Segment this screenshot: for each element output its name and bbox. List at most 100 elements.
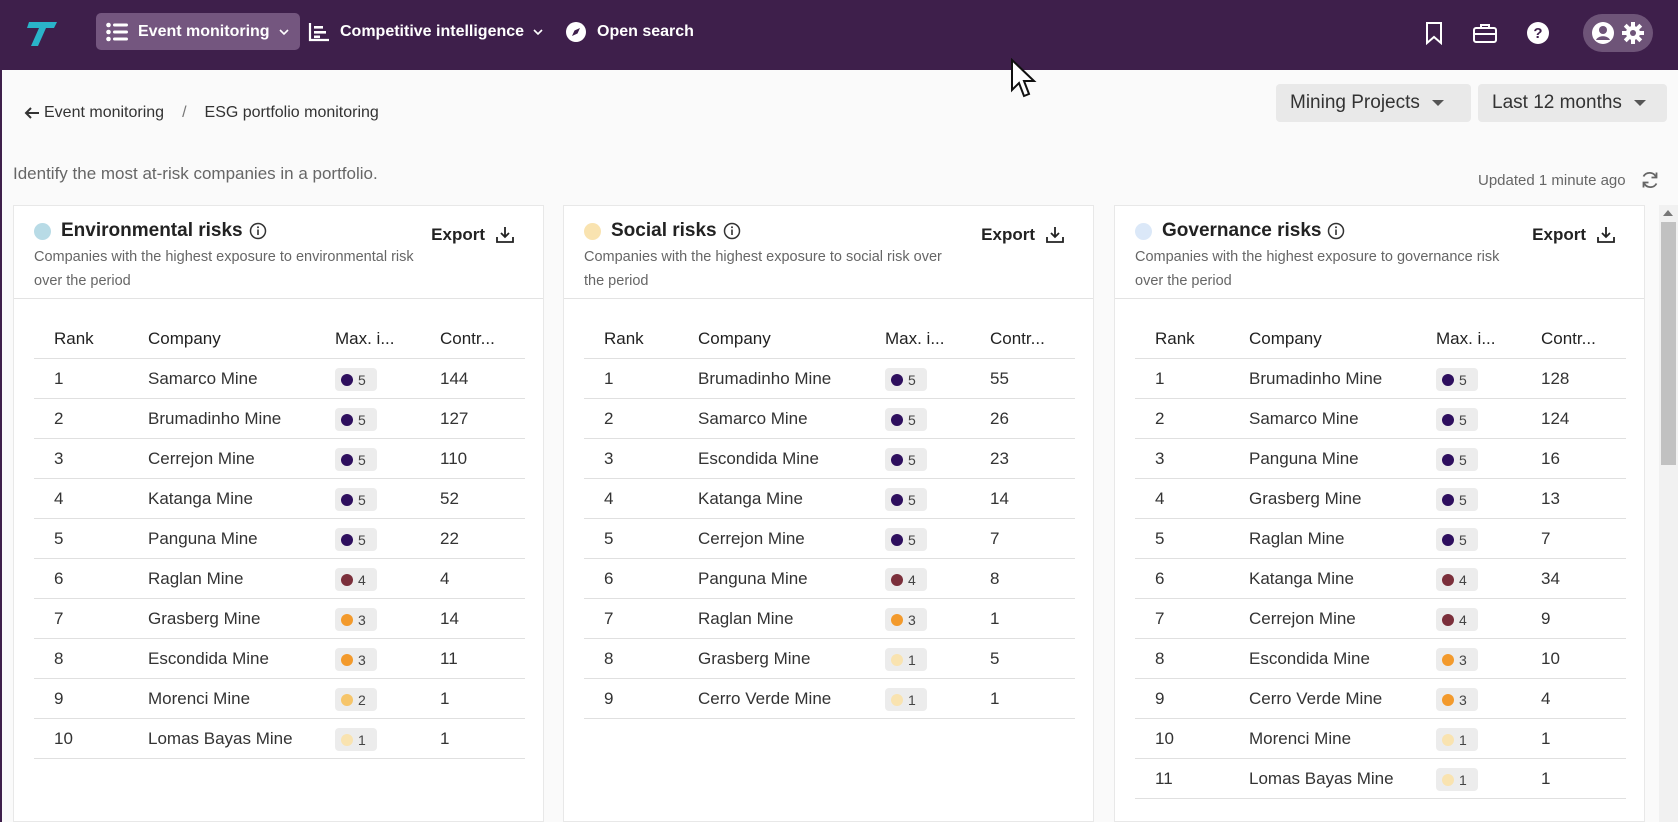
- table-row[interactable]: 4 Grasberg Mine 5 13: [1135, 479, 1626, 519]
- table-row[interactable]: 7 Raglan Mine 3 1: [584, 599, 1075, 639]
- export-button[interactable]: Export: [1532, 225, 1616, 245]
- bookmark-icon[interactable]: [1421, 20, 1447, 46]
- column-header-rank[interactable]: Rank: [54, 329, 94, 348]
- table-row[interactable]: 3 Panguna Mine 5 16: [1135, 439, 1626, 479]
- table-row[interactable]: 4 Katanga Mine 5 14: [584, 479, 1075, 519]
- info-icon[interactable]: [723, 222, 741, 240]
- severity-dot-icon: [341, 653, 353, 666]
- column-header-rank[interactable]: Rank: [604, 329, 644, 348]
- max-impact-value: 1: [1459, 771, 1467, 788]
- max-impact-value: 1: [1459, 731, 1467, 748]
- rank-cell: 4: [54, 489, 64, 508]
- table-row[interactable]: 8 Escondida Mine 3 10: [1135, 639, 1626, 679]
- table-row[interactable]: 9 Cerro Verde Mine 3 4: [1135, 679, 1626, 719]
- table-row[interactable]: 5 Cerrejon Mine 5 7: [584, 519, 1075, 559]
- scrollbar-thumb[interactable]: [1661, 222, 1676, 465]
- info-icon[interactable]: [249, 222, 267, 240]
- company-cell: Lomas Bayas Mine: [1249, 769, 1394, 788]
- max-impact-value: 5: [908, 411, 916, 428]
- max-impact-badge: 5: [1436, 448, 1478, 471]
- contributions-cell: 13: [1541, 489, 1560, 508]
- table-row[interactable]: 5 Raglan Mine 5 7: [1135, 519, 1626, 559]
- column-header-max-impact[interactable]: Max. i...: [335, 329, 395, 348]
- table-row[interactable]: 1 Samarco Mine 5 144: [34, 359, 525, 399]
- table-row[interactable]: 7 Cerrejon Mine 4 9: [1135, 599, 1626, 639]
- updated-status: Updated 1 minute ago: [1478, 170, 1660, 190]
- info-icon[interactable]: [1327, 222, 1345, 240]
- table-row[interactable]: 6 Raglan Mine 4 4: [34, 559, 525, 599]
- column-header-company[interactable]: Company: [1249, 329, 1322, 348]
- rank-cell: 3: [1155, 449, 1165, 468]
- table-row[interactable]: 3 Escondida Mine 5 23: [584, 439, 1075, 479]
- column-header-max-impact[interactable]: Max. i...: [885, 329, 945, 348]
- rank-cell: 3: [54, 449, 64, 468]
- help-icon[interactable]: ?: [1525, 20, 1551, 46]
- nav-competitive-intelligence[interactable]: Competitive intelligence: [298, 13, 554, 50]
- table-row[interactable]: 9 Cerro Verde Mine 1 1: [584, 679, 1075, 719]
- severity-dot-icon: [891, 653, 903, 666]
- table-row[interactable]: 4 Katanga Mine 5 52: [34, 479, 525, 519]
- table-row[interactable]: 8 Escondida Mine 3 11: [34, 639, 525, 679]
- table-row[interactable]: 9 Morenci Mine 2 1: [34, 679, 525, 719]
- table-row[interactable]: 2 Samarco Mine 5 26: [584, 399, 1075, 439]
- refresh-icon[interactable]: [1640, 170, 1660, 190]
- rank-cell: 5: [604, 529, 614, 548]
- user-menu[interactable]: [1583, 14, 1653, 52]
- panel-title-text: Social risks: [611, 220, 717, 241]
- column-header-contributions[interactable]: Contr...: [440, 329, 495, 348]
- max-impact-value: 2: [358, 691, 366, 708]
- company-cell: Katanga Mine: [148, 489, 253, 508]
- table-row[interactable]: 7 Grasberg Mine 3 14: [34, 599, 525, 639]
- breadcrumb-back-link[interactable]: Event monitoring: [24, 104, 164, 122]
- severity-dot-icon: [1442, 413, 1454, 426]
- table-row[interactable]: 3 Cerrejon Mine 5 110: [34, 439, 525, 479]
- table-row[interactable]: 10 Morenci Mine 1 1: [1135, 719, 1626, 759]
- max-impact-value: 3: [908, 611, 916, 628]
- max-impact-badge: 1: [1436, 728, 1478, 751]
- table-row[interactable]: 8 Grasberg Mine 1 5: [584, 639, 1075, 679]
- nav-open-search[interactable]: Open search: [555, 13, 704, 50]
- table-row[interactable]: 1 Brumadinho Mine 5 55: [584, 359, 1075, 399]
- table-row[interactable]: 2 Samarco Mine 5 124: [1135, 399, 1626, 439]
- table-row[interactable]: 6 Panguna Mine 4 8: [584, 559, 1075, 599]
- table-row[interactable]: 2 Brumadinho Mine 5 127: [34, 399, 525, 439]
- briefcase-icon[interactable]: [1472, 20, 1498, 46]
- column-header-contributions[interactable]: Contr...: [1541, 329, 1596, 348]
- column-header-rank[interactable]: Rank: [1155, 329, 1195, 348]
- contributions-cell: 4: [440, 569, 450, 588]
- table-row[interactable]: 10 Lomas Bayas Mine 1 1: [34, 719, 525, 759]
- chevron-down-icon: [533, 28, 543, 35]
- risk-table: Rank Company Max. i... Contr... 1 Samarco Min…: [34, 319, 525, 759]
- app-logo-icon[interactable]: [26, 18, 60, 48]
- rank-cell: 3: [604, 449, 614, 468]
- table-row[interactable]: 5 Panguna Mine 5 22: [34, 519, 525, 559]
- max-impact-value: 5: [1459, 371, 1467, 388]
- severity-dot-icon: [891, 613, 903, 626]
- rank-cell: 9: [1155, 689, 1165, 708]
- breadcrumb-back-label: Event monitoring: [44, 104, 165, 121]
- column-header-max-impact[interactable]: Max. i...: [1436, 329, 1496, 348]
- max-impact-value: 1: [358, 731, 366, 748]
- table-row[interactable]: 11 Lomas Bayas Mine 1 1: [1135, 759, 1626, 799]
- table-row[interactable]: 1 Brumadinho Mine 5 128: [1135, 359, 1626, 399]
- severity-dot-icon: [1442, 373, 1454, 386]
- table-row[interactable]: 6 Katanga Mine 4 34: [1135, 559, 1626, 599]
- nav-event-monitoring[interactable]: Event monitoring: [96, 13, 300, 50]
- max-impact-value: 5: [908, 371, 916, 388]
- company-cell: Brumadinho Mine: [698, 369, 832, 388]
- column-header-contributions[interactable]: Contr...: [990, 329, 1045, 348]
- column-header-company[interactable]: Company: [698, 329, 771, 348]
- period-dropdown[interactable]: Last 12 months: [1478, 84, 1667, 122]
- rank-cell: 4: [604, 489, 614, 508]
- export-button[interactable]: Export: [431, 225, 515, 245]
- portfolio-dropdown[interactable]: Mining Projects: [1276, 84, 1471, 122]
- max-impact-badge: 1: [1436, 768, 1478, 791]
- export-button[interactable]: Export: [981, 225, 1065, 245]
- rank-cell: 2: [604, 409, 614, 428]
- chevron-down-icon: [278, 28, 289, 35]
- contributions-cell: 23: [990, 449, 1009, 468]
- max-impact-value: 5: [1459, 491, 1467, 508]
- column-header-company[interactable]: Company: [148, 329, 221, 348]
- scroll-up-arrow-icon[interactable]: [1663, 210, 1673, 216]
- company-cell: Escondida Mine: [148, 649, 269, 668]
